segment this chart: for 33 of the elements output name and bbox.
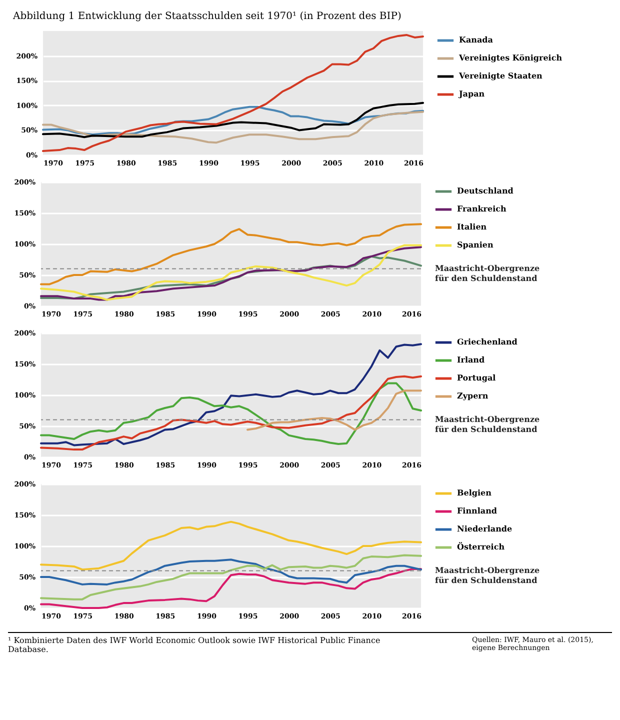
ref-line-label: Maastricht-Obergrenze für den Schuldenstand <box>435 262 540 283</box>
legend-label: Vereinigtes Königreich <box>458 52 562 62</box>
line-series <box>40 558 422 586</box>
line-series <box>40 382 422 445</box>
legend-label: Kanada <box>459 34 493 44</box>
line-series <box>40 223 422 286</box>
legend-label: Portugal <box>457 372 496 382</box>
chart-title: Abbildung 1 Entwicklung der Staatsschulden seit 1970¹ (in Prozent des BIP) <box>12 11 402 22</box>
line-series <box>42 110 424 144</box>
legend-label: Zypern <box>457 390 488 400</box>
legend-label: Spanien <box>457 240 494 250</box>
line-series <box>40 568 422 609</box>
legend-label: Belgien <box>457 488 492 498</box>
legend-label: Frankreich <box>457 204 507 214</box>
legend-label: Irland <box>457 354 485 364</box>
legend-label: Vereinigte Staaten <box>458 70 543 80</box>
ref-line-label: Maastricht-Obergrenze für den Schuldenstand <box>435 564 540 585</box>
line-series <box>42 34 424 152</box>
line-series <box>40 255 422 300</box>
legend-label: Deutschland <box>457 186 514 196</box>
legend-label: Italien <box>457 222 487 232</box>
text: ¹ Kombinierte Daten des IWF World Economic Outlook sowie IWF Historical Public Finance Database. <box>8 636 382 654</box>
line-series <box>40 343 422 446</box>
legend-label: Niederlande <box>457 524 512 534</box>
legend-label: Finnland <box>457 506 498 516</box>
legend-label: Österreich <box>457 542 505 552</box>
line-series <box>40 554 422 600</box>
legend-label: Griechenland <box>457 336 518 346</box>
line-series <box>40 520 422 571</box>
line-series <box>40 375 422 451</box>
ref-line-label: Maastricht-Obergrenze für den Schuldenstand <box>435 414 540 434</box>
line-series <box>246 390 422 431</box>
legend-label: Japan <box>458 88 485 98</box>
